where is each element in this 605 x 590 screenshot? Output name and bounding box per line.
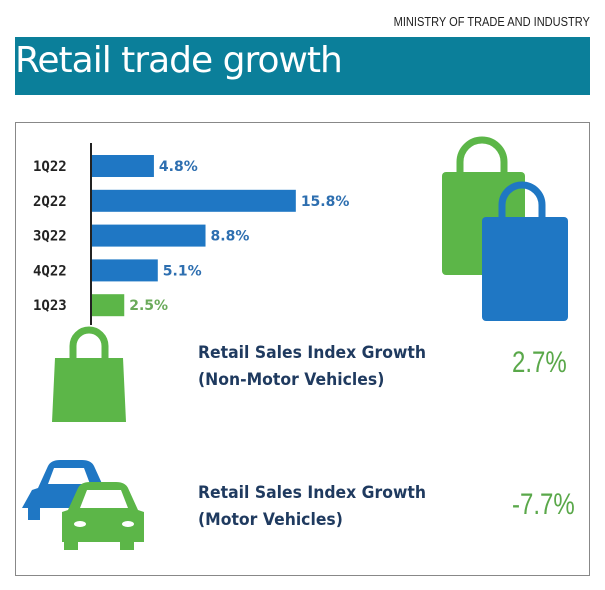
stat-line2: (Motor Vehicles): [198, 510, 343, 530]
bar: [92, 189, 296, 212]
stat-line1: Retail Sales Index Growth: [198, 343, 427, 363]
stat-line2: (Non-Motor Vehicles): [198, 370, 385, 390]
category-label: 1Q23: [33, 298, 67, 314]
page-title: Retail trade growth: [15, 40, 343, 81]
stat-line1: Retail Sales Index Growth: [198, 483, 427, 503]
stat-value-motor: -7.7%: [512, 488, 575, 521]
category-label: 3Q22: [33, 229, 67, 245]
data-label: 8.8%: [211, 229, 250, 245]
data-label: 15.8%: [301, 194, 350, 210]
stat-value-non-motor: 2.7%: [512, 346, 567, 379]
data-label: 4.8%: [159, 159, 198, 175]
data-label: 5.1%: [163, 263, 202, 279]
category-label: 2Q22: [33, 194, 67, 210]
category-label: 1Q22: [33, 159, 67, 175]
category-label: 4Q22: [33, 263, 67, 279]
ministry-label: MINISTRY OF TRADE AND INDUSTRY: [393, 14, 590, 29]
shopping-bags-icon: [442, 136, 568, 321]
infographic-panel: [15, 122, 590, 576]
stat-label-non-motor: Retail Sales Index Growth (Non-Motor Veh…: [198, 340, 426, 394]
cars-icon: [22, 460, 144, 550]
shopping-bag-icon: [52, 326, 126, 422]
data-label: 2.5%: [129, 298, 168, 314]
title-band: [15, 37, 590, 95]
bar: [92, 224, 206, 247]
bar: [92, 155, 154, 177]
stat-label-motor: Retail Sales Index Growth (Motor Vehicle…: [198, 480, 426, 534]
bar: [92, 259, 158, 282]
bar: [92, 294, 125, 317]
